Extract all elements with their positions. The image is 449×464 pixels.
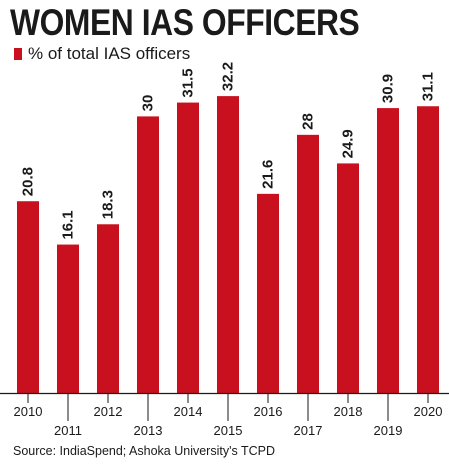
source-note: Source: IndiaSpend; Ashoka University's …: [13, 444, 276, 458]
data-label-2013: 30: [140, 95, 157, 112]
x-tick-label-2015: 2015: [214, 423, 243, 438]
bar-2011: [57, 244, 79, 393]
data-label-2014: 31.5: [180, 68, 197, 97]
legend-swatch: [14, 48, 22, 60]
data-label-2010: 20.8: [20, 167, 37, 196]
chart-title: WOMEN IAS OFFICERS: [10, 2, 360, 43]
x-tick-label-2016: 2016: [254, 404, 283, 419]
x-tick-label-2018: 2018: [334, 404, 363, 419]
data-label-2016: 21.6: [260, 160, 277, 189]
x-tick-label-2017: 2017: [294, 423, 323, 438]
bar-2012: [97, 224, 119, 393]
data-label-2017: 28: [300, 113, 317, 130]
bar-2010: [17, 201, 39, 393]
bar-2014: [177, 102, 199, 393]
data-label-2018: 24.9: [340, 129, 357, 158]
x-tick-label-2019: 2019: [374, 423, 403, 438]
x-tick-label-2013: 2013: [134, 423, 163, 438]
data-label-2015: 32.2: [220, 62, 237, 91]
data-label-2020: 31.1: [420, 72, 437, 101]
x-tick-label-2014: 2014: [174, 404, 203, 419]
data-label-2012: 18.3: [100, 190, 117, 219]
x-tick-label-2020: 2020: [414, 404, 443, 419]
bar-2020: [417, 106, 439, 394]
bar-2013: [137, 116, 159, 394]
bar-2015: [217, 96, 239, 393]
x-tick-label-2011: 2011: [54, 423, 82, 438]
bar-2018: [337, 163, 359, 393]
legend-label: % of total IAS officers: [28, 44, 191, 63]
legend: % of total IAS officers: [14, 44, 190, 64]
bar-2016: [257, 193, 279, 393]
bar-2017: [297, 134, 319, 393]
data-label-2011: 16.1: [60, 210, 77, 239]
x-tick-label-2010: 2010: [14, 404, 43, 419]
data-label-2019: 30.9: [380, 74, 397, 103]
x-tick-label-2012: 2012: [94, 404, 123, 419]
bar-2019: [377, 108, 399, 394]
